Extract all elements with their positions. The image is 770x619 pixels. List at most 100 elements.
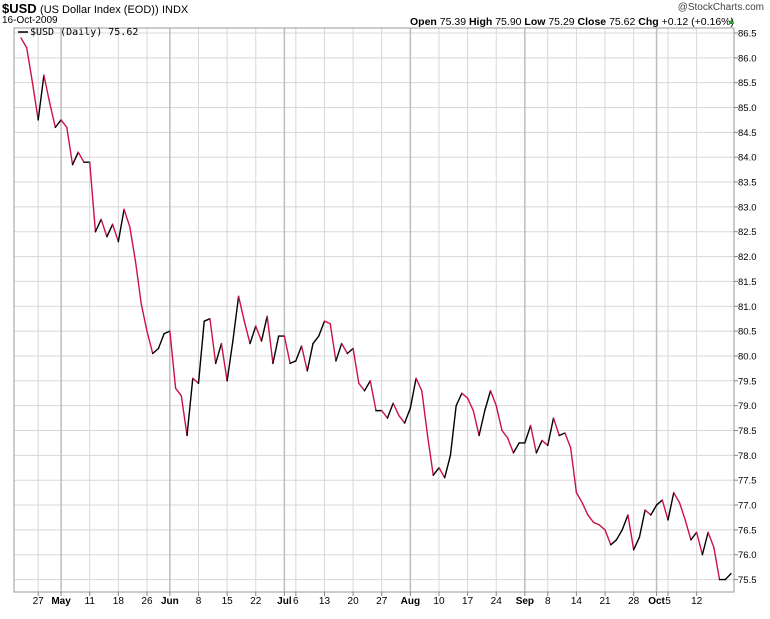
y-tick-label: 81.5 [738, 277, 757, 288]
price-segment [369, 380, 377, 412]
y-tick-label: 80.5 [738, 327, 757, 338]
price-segment [621, 514, 629, 531]
price-segment [60, 119, 68, 129]
price-segment [598, 524, 606, 531]
y-axis: 75.5 76.0 76.5 77.0 77.5 78.0 78.5 79.0 79.5 80.0… [734, 28, 757, 586]
price-segment [26, 47, 34, 84]
price-segment [283, 335, 291, 365]
y-tick-label: 76.5 [738, 525, 757, 536]
y-tick-label: 85.5 [738, 78, 757, 89]
price-segment [169, 330, 177, 389]
price-segment [214, 342, 223, 365]
open-value: 75.39 [439, 16, 467, 28]
y-tick-label: 78.5 [738, 426, 757, 437]
x-tick-label: Oct [648, 596, 665, 607]
price-segment [295, 345, 303, 362]
ticker-symbol: $USD [2, 1, 37, 16]
price-segment [432, 467, 440, 476]
y-tick-label: 84.0 [738, 153, 757, 164]
grid-lines [14, 28, 734, 592]
price-segment [615, 529, 623, 541]
price-segment [444, 454, 452, 479]
y-tick-label: 75.5 [738, 575, 757, 586]
price-segment [220, 342, 228, 382]
price-segment [186, 377, 194, 437]
price-segment [237, 295, 246, 322]
price-segment [604, 529, 612, 546]
price-segment [232, 295, 240, 342]
price-segment [501, 429, 509, 439]
price-segment [300, 345, 308, 372]
price-segment [701, 531, 709, 556]
price-segment [329, 322, 337, 362]
price-segment [386, 402, 394, 419]
x-tick-label: 27 [376, 596, 388, 607]
x-tick-label: 14 [571, 596, 583, 607]
price-segment [707, 531, 715, 548]
price-segment [466, 397, 475, 412]
price-segment [592, 521, 601, 526]
price-segment [558, 432, 566, 437]
price-segment [123, 208, 131, 228]
price-segment [43, 74, 51, 104]
legend: $USD (Daily) 75.62 [18, 27, 138, 38]
low-value: 75.29 [548, 16, 575, 28]
price-segment [31, 81, 39, 121]
plot-frame [13, 27, 735, 593]
price-segment [724, 572, 732, 581]
price-segment [203, 317, 211, 322]
close-label: Close [577, 16, 607, 28]
close-value: 75.62 [609, 16, 636, 28]
y-tick-label: 85.0 [738, 103, 757, 114]
price-segment [575, 491, 583, 504]
price-segment [71, 151, 79, 166]
price-segment [352, 347, 360, 384]
x-tick-label: 5 [665, 596, 671, 607]
price-segment [552, 417, 560, 437]
exchange-label: INDX [161, 4, 189, 16]
up-arrow-icon: ▲ [727, 16, 736, 26]
price-segment [489, 390, 497, 407]
price-segment [690, 531, 698, 541]
y-tick-label: 83.0 [738, 202, 757, 213]
x-tick-label: 17 [462, 596, 474, 607]
price-segment [461, 392, 469, 399]
price-segment [524, 424, 532, 444]
x-tick-label: 26 [141, 596, 153, 607]
price-segment [673, 491, 681, 504]
x-tick-label: 20 [348, 596, 360, 607]
high-label: High [468, 16, 493, 28]
x-tick-label: 15 [222, 596, 234, 607]
chart-date: 16-Oct-2009 [2, 15, 58, 26]
price-segment [495, 404, 503, 432]
price-segment [661, 499, 669, 521]
x-tick-label: 22 [250, 596, 262, 607]
price-segment [111, 223, 120, 243]
price-segment [180, 395, 188, 437]
ticker-description: (US Dollar Index (EOD)) [40, 4, 159, 16]
x-tick-label: 6 [293, 596, 299, 607]
price-segment [644, 509, 652, 516]
x-tick-label: 27 [33, 596, 45, 607]
x-tick-label: 21 [599, 596, 611, 607]
open-label: Open [410, 16, 437, 28]
price-segment [100, 218, 108, 238]
price-segment [129, 226, 137, 263]
price-segment [484, 390, 492, 412]
price-segment [255, 325, 263, 342]
quote-summary: Open 75.39 High 75.90 Low 75.29 Close 75… [410, 16, 734, 28]
y-tick-label: 84.5 [738, 128, 757, 139]
price-segment [335, 342, 343, 362]
price-segment [54, 119, 62, 129]
y-tick-label: 86.5 [738, 28, 757, 39]
price-segment [197, 320, 205, 384]
price-segment [363, 380, 371, 392]
x-tick-label: 8 [545, 596, 551, 607]
price-segment [312, 335, 320, 345]
x-axis: 27 May 11 18 26 Jun 8 15 22 Jul 6 13 20 27 Aug 10 17 24 Se… [33, 592, 703, 607]
change-label: Chg [638, 16, 659, 28]
price-segment [346, 347, 354, 355]
price-segment [323, 320, 331, 325]
price-segment [638, 509, 646, 539]
